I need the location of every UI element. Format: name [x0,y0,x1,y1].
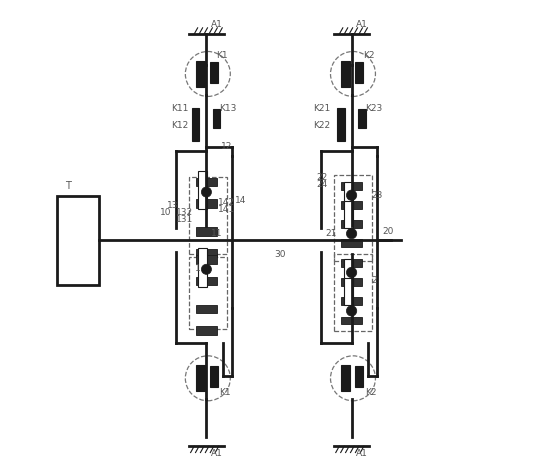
Bar [341,297,362,305]
Text: 131: 131 [176,215,193,224]
Bar [334,254,372,332]
Bar [344,201,353,228]
Text: T: T [65,181,70,191]
Text: 22: 22 [316,173,328,182]
Bar [337,124,344,141]
Text: K1: K1 [216,51,228,60]
Text: 12: 12 [222,142,233,151]
Text: A1: A1 [356,449,368,458]
Text: K23: K23 [365,104,382,113]
Bar [213,109,220,128]
Bar [196,249,217,257]
Bar [341,220,362,228]
Text: 20: 20 [382,227,393,236]
Circle shape [347,306,357,316]
Text: K1: K1 [219,388,231,397]
Bar [196,199,217,208]
Circle shape [347,228,357,239]
Circle shape [201,264,211,275]
Bar [341,182,362,190]
Text: 2: 2 [371,276,377,284]
Text: A1: A1 [211,20,223,30]
Text: K2: K2 [363,51,375,60]
Text: 24: 24 [316,179,328,189]
Bar [196,365,205,391]
Bar [341,365,350,391]
Bar [196,227,217,236]
Text: A1: A1 [211,449,223,458]
Text: 13: 13 [167,201,178,210]
Text: 23: 23 [371,191,383,200]
Text: K12: K12 [171,121,189,130]
Bar [196,61,205,87]
Bar [341,259,362,267]
Bar [192,124,199,141]
Bar [196,305,217,313]
Bar [210,366,218,387]
Bar [344,182,353,209]
Bar [199,171,206,209]
Bar [196,255,217,264]
Bar [344,259,353,286]
Text: K13: K13 [219,104,237,113]
Bar [341,278,362,286]
Text: 30: 30 [275,250,286,259]
Text: 11: 11 [211,229,223,238]
Bar [189,177,227,254]
Bar [341,61,350,87]
Text: 10: 10 [160,208,171,217]
Circle shape [347,190,357,200]
Text: A1: A1 [356,20,368,30]
Bar [56,196,99,284]
Text: K11: K11 [171,104,189,113]
Bar [355,366,363,387]
Bar [210,62,218,82]
Bar [199,248,206,286]
Text: 1: 1 [195,264,200,273]
Text: 142: 142 [218,198,235,207]
Text: 141: 141 [218,205,235,214]
Bar [337,108,344,124]
Text: K2: K2 [365,388,376,397]
Text: K22: K22 [313,121,330,130]
Bar [358,109,365,128]
Bar [196,178,217,187]
Bar [334,175,372,261]
Bar [196,326,217,334]
Text: 14: 14 [234,196,246,205]
Bar [355,62,363,82]
Bar [196,276,217,285]
Bar [341,317,362,325]
Text: 21: 21 [326,229,337,238]
Bar [344,278,353,305]
Bar [189,257,227,329]
Text: K21: K21 [313,104,330,113]
Bar [341,201,362,209]
Circle shape [347,268,357,278]
Circle shape [201,187,211,197]
Bar [341,239,362,247]
Text: 132: 132 [176,208,193,217]
Bar [192,108,199,124]
